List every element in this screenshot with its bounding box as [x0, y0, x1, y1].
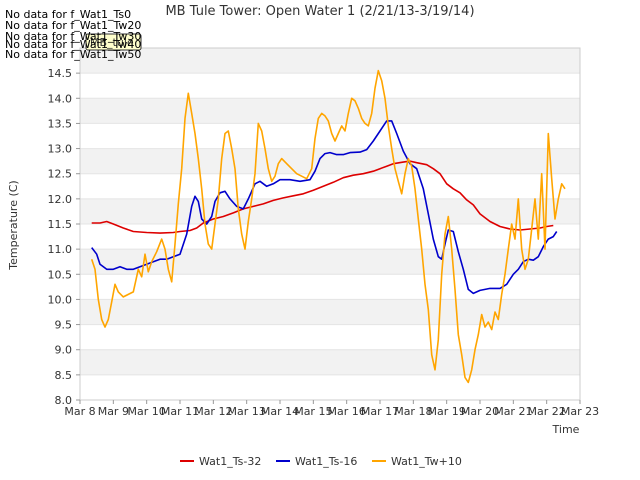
x-tick-label: Mar 11	[161, 405, 199, 418]
x-tick-label: Mar 20	[461, 405, 499, 418]
chart-title: MB Tule Tower: Open Water 1 (2/21/13-3/1…	[165, 4, 474, 19]
x-tick-label: Mar 17	[361, 405, 399, 418]
legend-label: Wat1_Ts-16	[295, 455, 357, 468]
series-line-wat1-ts-32	[91, 160, 554, 234]
legend: Wat1_Ts-32 Wat1_Ts-16 Wat1_Tw+10	[180, 455, 462, 468]
y-tick-label: 8.5	[55, 369, 73, 382]
x-axis-label: Time	[552, 423, 580, 436]
x-tick-label: Mar 9	[98, 405, 129, 418]
x-tick-label: Mar 19	[428, 405, 466, 418]
y-tick-label: 14.5	[48, 67, 73, 80]
x-tick-label: Mar 22	[528, 405, 566, 418]
legend-label: Wat1_Ts-32	[199, 455, 261, 468]
grid-bands	[80, 48, 580, 401]
series-line-wat1-tw-10	[90, 69, 566, 384]
grid-band	[80, 349, 580, 375]
y-tick-label: 10.5	[48, 268, 73, 281]
x-tick-label: Mar 18	[394, 405, 432, 418]
x-tick-label: Mar 21	[494, 405, 532, 418]
y-axis-label: Temperature (C)	[7, 180, 20, 270]
grid-band	[80, 249, 580, 275]
x-tick-label: Mar 10	[128, 405, 166, 418]
x-tick-label: Mar 12	[194, 405, 232, 418]
tooltip: MB_tule	[85, 33, 142, 51]
y-tick-label: 12.0	[48, 193, 73, 206]
x-tick-label: Mar 8	[64, 405, 95, 418]
y-tick-label: 11.0	[48, 243, 73, 256]
x-tick-label: Mar 23	[561, 405, 599, 418]
y-tick-label: 10.0	[48, 293, 73, 306]
y-tick-label: 12.5	[48, 168, 73, 181]
tooltip-label: MB_tule	[90, 36, 134, 49]
x-tick-label: Mar 15	[294, 405, 332, 418]
legend-label: Wat1_Tw+10	[391, 455, 462, 468]
grid-band	[80, 198, 580, 224]
grid-band	[80, 98, 580, 124]
y-tick-label: 9.0	[55, 344, 73, 357]
x-tick-label: Mar 16	[328, 405, 366, 418]
y-tick-label: 9.5	[55, 319, 73, 332]
y-tick-label: 8.0	[55, 394, 73, 407]
no-data-message: No data for f_Wat1_Tw20	[5, 19, 141, 32]
y-tick-label: 11.5	[48, 218, 73, 231]
no-data-message: No data for f_Wat1_Tw40	[5, 38, 141, 51]
tooltip-box	[85, 33, 142, 51]
x-tick-label: Mar 14	[261, 405, 299, 418]
x-tick-label: Mar 13	[228, 405, 266, 418]
no-data-message: No data for f_Wat1_Ts0	[5, 8, 131, 21]
y-tick-label: 14.0	[48, 92, 73, 105]
grid-band	[80, 48, 580, 74]
no-data-message: No data for f_Wat1_Tw50	[5, 48, 141, 61]
y-axis: 8.0 8.5 9.0 9.5 10.0 10.5 11.0 11.5 12.0 12.5 13.0…	[48, 67, 80, 407]
series-lines	[90, 69, 566, 384]
y-tick-label: 13.0	[48, 143, 73, 156]
no-data-message: No data for f_Wat1_Tw30	[5, 30, 141, 43]
y-tick-label: 13.5	[48, 117, 73, 130]
no-data-messages: No data for f_Wat1_Ts0 No data for f_Wat…	[5, 8, 141, 61]
grid-band	[80, 299, 580, 325]
